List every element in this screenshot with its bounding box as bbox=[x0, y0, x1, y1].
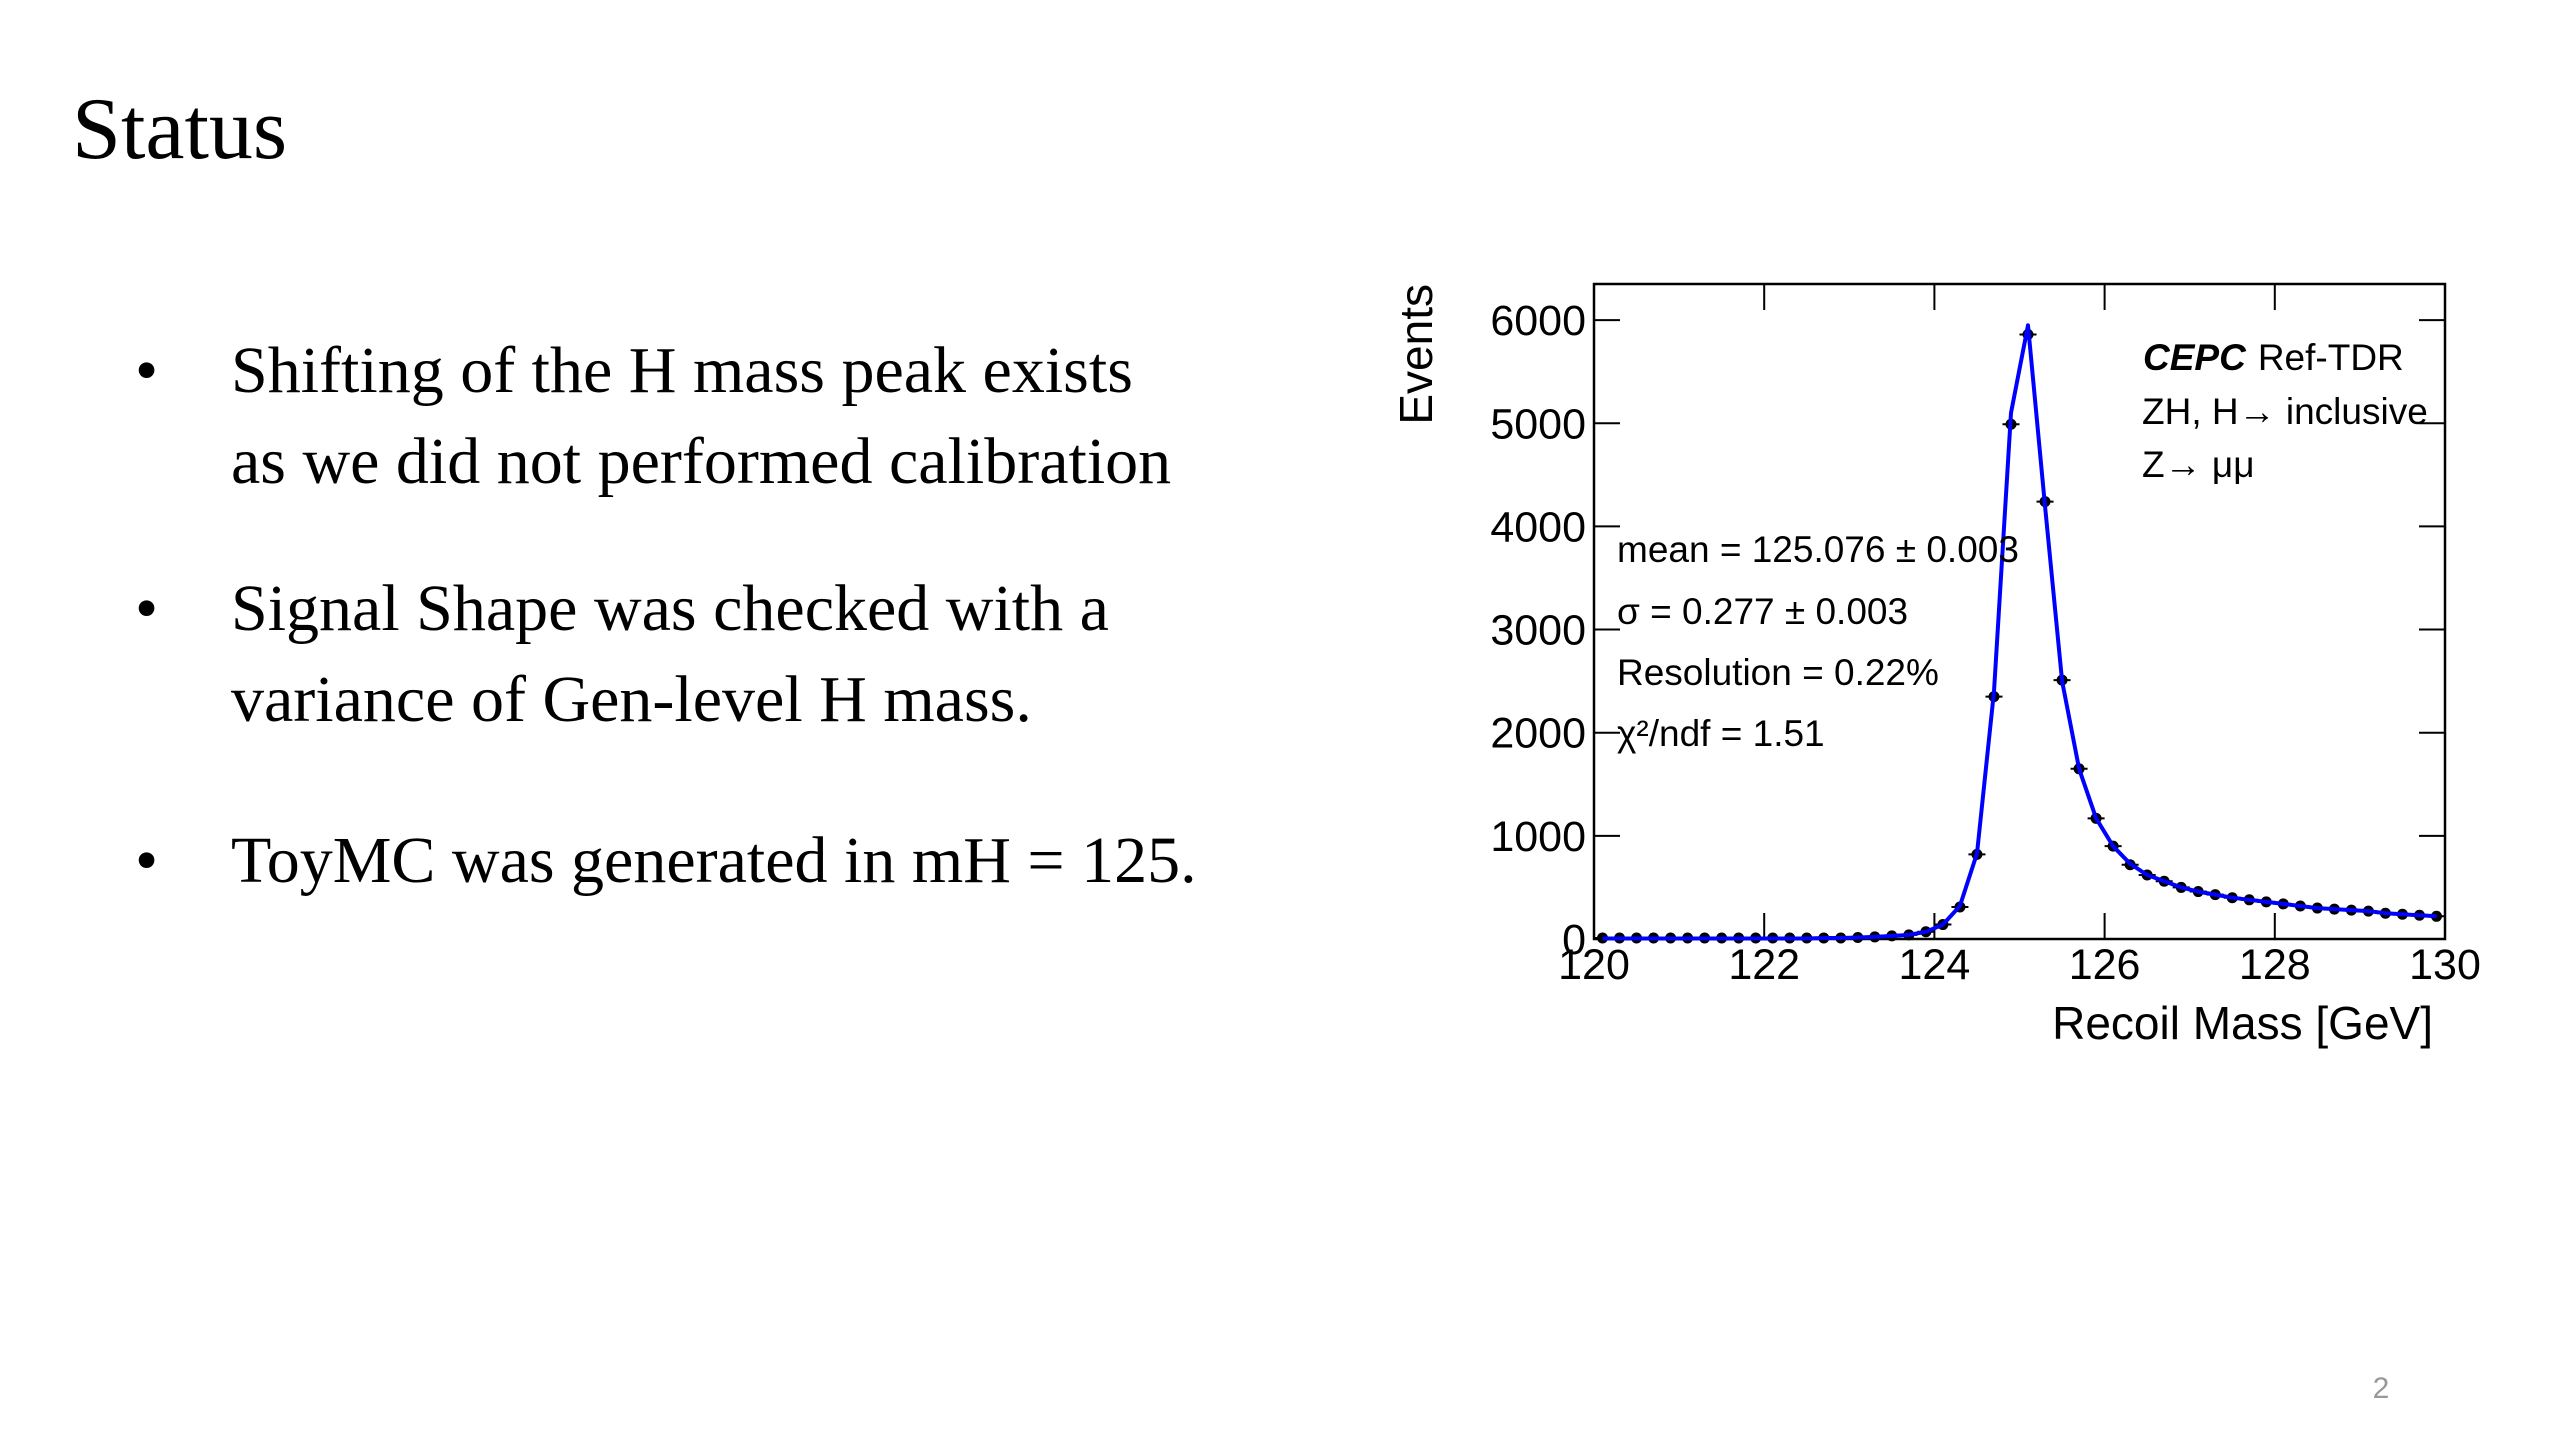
y-tick-label: 2000 bbox=[1490, 710, 1586, 758]
bullet-text: ToyMC was generated in mH = 125. bbox=[231, 824, 1197, 897]
x-tick-label: 120 bbox=[1558, 941, 1630, 989]
y-tick-label: 0 bbox=[1562, 916, 1586, 964]
y-tick-label: 1000 bbox=[1490, 813, 1586, 861]
annotation: χ²/ndf = 1.51 bbox=[1617, 713, 1825, 754]
x-tick-label: 130 bbox=[2409, 941, 2481, 989]
chart: 120 122 124 126 128 130 0 1000 2000 3000 4000 5000 6… bbox=[1390, 282, 2481, 1049]
y-tick-label: 6000 bbox=[1490, 297, 1586, 345]
bullet-text: as we did not performed calibration bbox=[231, 425, 1171, 498]
page-number: 2 bbox=[2373, 1372, 2390, 1405]
fit-curve bbox=[1602, 323, 2437, 941]
slide-title: Status bbox=[72, 81, 287, 178]
bullet-dot: • bbox=[135, 572, 158, 645]
annotation: mean = 125.076 ± 0.003 bbox=[1617, 529, 2019, 570]
y-tick-label: 4000 bbox=[1490, 503, 1586, 551]
x-tick-label: 128 bbox=[2239, 941, 2311, 989]
y-tick-label: 3000 bbox=[1490, 607, 1586, 655]
x-tick-label: 126 bbox=[2069, 941, 2141, 989]
bullet-text: Signal Shape was checked with a bbox=[231, 572, 1109, 645]
annotation: ZH, H→ inclusive bbox=[2142, 391, 2428, 432]
bullet-list: • Shifting of the H mass peak exists as … bbox=[135, 334, 1197, 897]
x-axis-label: Recoil Mass [GeV] bbox=[2052, 997, 2433, 1049]
bullet-dot: • bbox=[135, 824, 158, 897]
annotation: CEPC bbox=[2143, 337, 2247, 378]
annotation: Z→ μμ bbox=[2142, 444, 2255, 485]
x-tick-label: 122 bbox=[1728, 941, 1800, 989]
bullet-text: Shifting of the H mass peak exists bbox=[231, 334, 1133, 407]
annotation: Ref-TDR bbox=[2258, 337, 2404, 378]
bullet-dot: • bbox=[135, 334, 158, 407]
x-tick-label: 124 bbox=[1899, 941, 1971, 989]
y-axis-label: Events bbox=[1390, 284, 1442, 425]
y-tick-label: 5000 bbox=[1490, 400, 1586, 448]
annotation: Resolution = 0.22% bbox=[1617, 652, 1939, 693]
annotation: σ = 0.277 ± 0.003 bbox=[1617, 591, 1908, 632]
bullet-text: variance of Gen-level H mass. bbox=[231, 663, 1032, 736]
plot-frame bbox=[1592, 282, 2447, 941]
